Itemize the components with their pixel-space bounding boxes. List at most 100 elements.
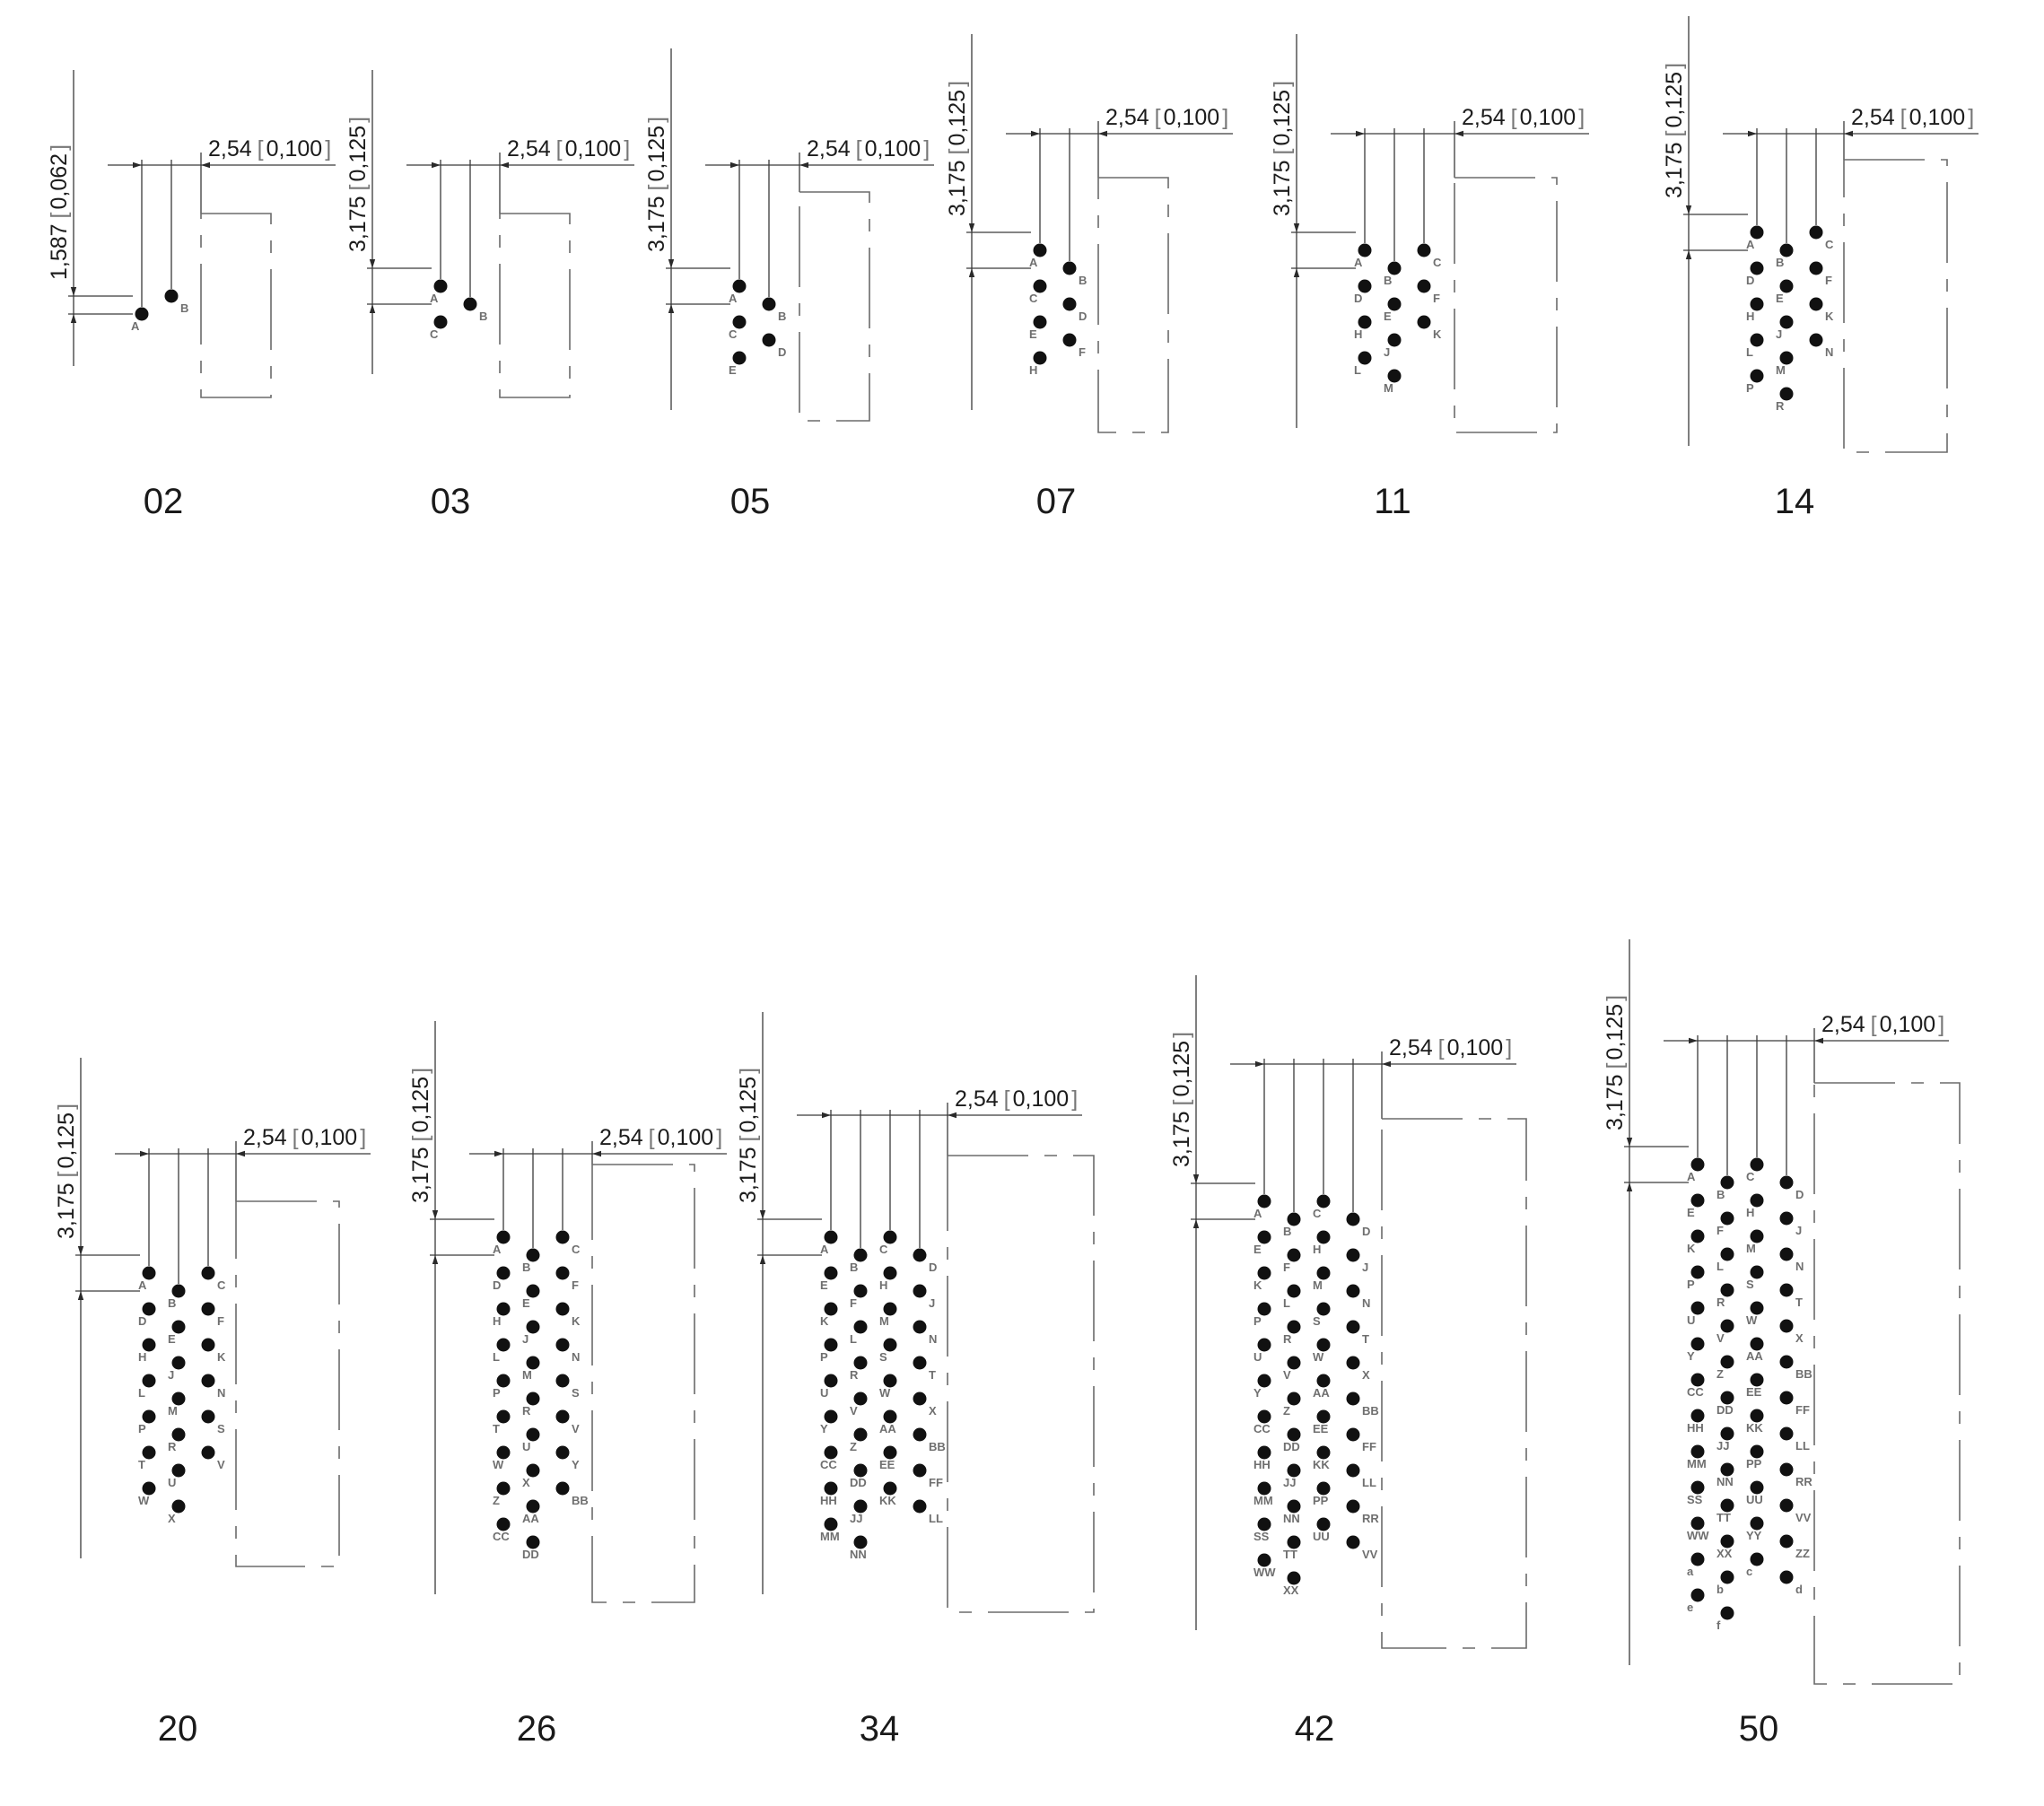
contact-label: C bbox=[572, 1243, 581, 1256]
insert-body-outline bbox=[1381, 1118, 1527, 1649]
pitch-arrow-right bbox=[799, 161, 808, 169]
contact-label: BB bbox=[572, 1494, 589, 1507]
row-arrow-top bbox=[1685, 205, 1692, 214]
contact-label: LL bbox=[929, 1512, 943, 1525]
insert-body-outline bbox=[799, 191, 870, 422]
row-label-text: 3,175 [0,125] bbox=[736, 1068, 761, 1203]
arrangement-code: 42 bbox=[1295, 1709, 1335, 1749]
insert-body-outline bbox=[235, 1200, 340, 1567]
contact-pin bbox=[1720, 1319, 1734, 1333]
contact-pin bbox=[201, 1374, 215, 1388]
contact-pin bbox=[1287, 1535, 1301, 1549]
contact-label: W bbox=[879, 1386, 891, 1400]
row-arrow-bottom bbox=[759, 1255, 766, 1264]
contact-pin bbox=[913, 1284, 927, 1298]
contact-label: B bbox=[168, 1296, 176, 1310]
contact-pin bbox=[1387, 369, 1402, 383]
contact-pin bbox=[824, 1230, 838, 1244]
row-label-bracket-open: [ bbox=[47, 212, 72, 218]
row-arrow-top bbox=[1192, 1174, 1200, 1183]
contact-pin bbox=[1779, 1175, 1794, 1190]
pitch-label-imperial: 0,100 bbox=[1447, 1035, 1504, 1060]
contact-pin bbox=[1750, 1373, 1764, 1387]
contact-pin bbox=[1287, 1392, 1301, 1406]
contact-label: K bbox=[820, 1314, 829, 1328]
contact-label: C bbox=[1746, 1170, 1755, 1183]
row-label-text: 3,175 [0,125] bbox=[1603, 995, 1628, 1130]
contact-pin bbox=[1287, 1284, 1301, 1298]
contact-label: VV bbox=[1795, 1511, 1812, 1524]
pitch-arrow-right bbox=[1814, 1037, 1823, 1044]
contact-label: L bbox=[1283, 1296, 1290, 1310]
pitch-label-bracket-close: ] bbox=[1071, 1086, 1078, 1112]
contact-pin bbox=[853, 1427, 868, 1442]
contact-pin bbox=[555, 1374, 570, 1388]
contact-label: K bbox=[572, 1314, 581, 1328]
contact-label: R bbox=[850, 1368, 859, 1382]
row-label-bracket-close: ] bbox=[1169, 1032, 1194, 1038]
contact-label: JJ bbox=[1283, 1476, 1296, 1489]
contact-label: B bbox=[1283, 1225, 1291, 1238]
contact-pin bbox=[1779, 1247, 1794, 1261]
contact-pin bbox=[1346, 1356, 1360, 1370]
contact-label: e bbox=[1687, 1601, 1693, 1614]
pitch-label-text: 2,54[0,100] bbox=[1105, 105, 1228, 130]
contact-label: A bbox=[1253, 1207, 1262, 1220]
contact-pin bbox=[526, 1284, 540, 1298]
contact-pin bbox=[853, 1535, 868, 1549]
pitch-label-bracket-close: ] bbox=[1506, 1035, 1512, 1060]
pitch-label-imperial: 0,100 bbox=[1164, 105, 1220, 130]
contact-label: P bbox=[493, 1386, 501, 1400]
pitch-label-bracket-close: ] bbox=[1968, 105, 1974, 130]
row-label-metric: 3,175 bbox=[54, 1182, 79, 1239]
contact-label: B bbox=[1776, 256, 1784, 269]
contact-pin bbox=[1809, 225, 1823, 240]
contact-label: BB bbox=[929, 1440, 946, 1453]
contact-label: S bbox=[1313, 1314, 1321, 1328]
insert-body-outline bbox=[1454, 177, 1558, 433]
contact-pin bbox=[526, 1535, 540, 1549]
contact-pin bbox=[883, 1266, 897, 1280]
row-label-bracket-close: ] bbox=[408, 1068, 433, 1074]
row-label-imperial: 0,125 bbox=[644, 126, 669, 182]
contact-label: EE bbox=[1746, 1385, 1762, 1399]
contact-label: NN bbox=[1716, 1475, 1734, 1488]
contact-pin bbox=[824, 1517, 838, 1531]
contact-label: E bbox=[1029, 327, 1037, 341]
row-arrow-top bbox=[668, 259, 675, 268]
contact-label: MM bbox=[1253, 1494, 1273, 1507]
row-label-bracket-open: [ bbox=[345, 184, 371, 190]
pitch-label-bracket-open: [ bbox=[1438, 1035, 1445, 1060]
contact-label: WW bbox=[1253, 1566, 1276, 1579]
contact-label: F bbox=[1283, 1261, 1290, 1274]
contact-label: C bbox=[879, 1243, 888, 1256]
pitch-label-imperial: 0,100 bbox=[266, 136, 323, 161]
contact-pin bbox=[1720, 1606, 1734, 1620]
contact-label: DD bbox=[1716, 1403, 1734, 1417]
contact-pin bbox=[555, 1409, 570, 1424]
contact-label: F bbox=[850, 1296, 857, 1310]
pitch-arrow-left bbox=[1748, 130, 1757, 137]
contact-pin bbox=[1257, 1481, 1271, 1496]
row-label-bracket-open: [ bbox=[1270, 148, 1295, 154]
arrangement-50: A B C D E F H J K L M N P R S T U V W X Y Z AA BB CC DD EE FF HH JJ KK… bbox=[1603, 939, 1961, 1749]
contact-label: B bbox=[778, 310, 786, 323]
contact-label: R bbox=[522, 1404, 531, 1418]
row-arrow-top bbox=[77, 1246, 84, 1255]
contact-pin bbox=[1690, 1337, 1705, 1351]
row-label-metric: 3,175 bbox=[1169, 1111, 1194, 1167]
contact-label: U bbox=[522, 1440, 530, 1453]
pitch-arrow-right bbox=[500, 161, 509, 169]
row-label-imperial: 0,125 bbox=[1169, 1041, 1194, 1097]
contact-label: XX bbox=[1283, 1584, 1299, 1597]
pitch-arrow-left bbox=[822, 1112, 831, 1119]
contact-label: W bbox=[493, 1458, 504, 1471]
contact-pin bbox=[1750, 1409, 1764, 1423]
contact-label: H bbox=[1354, 327, 1362, 341]
row-label-imperial: 0,125 bbox=[1270, 90, 1295, 146]
contact-label: a bbox=[1687, 1565, 1694, 1578]
contact-pin bbox=[762, 333, 776, 347]
row-label-metric: 3,175 bbox=[1270, 160, 1295, 216]
pitch-label-bracket-close: ] bbox=[923, 136, 930, 161]
